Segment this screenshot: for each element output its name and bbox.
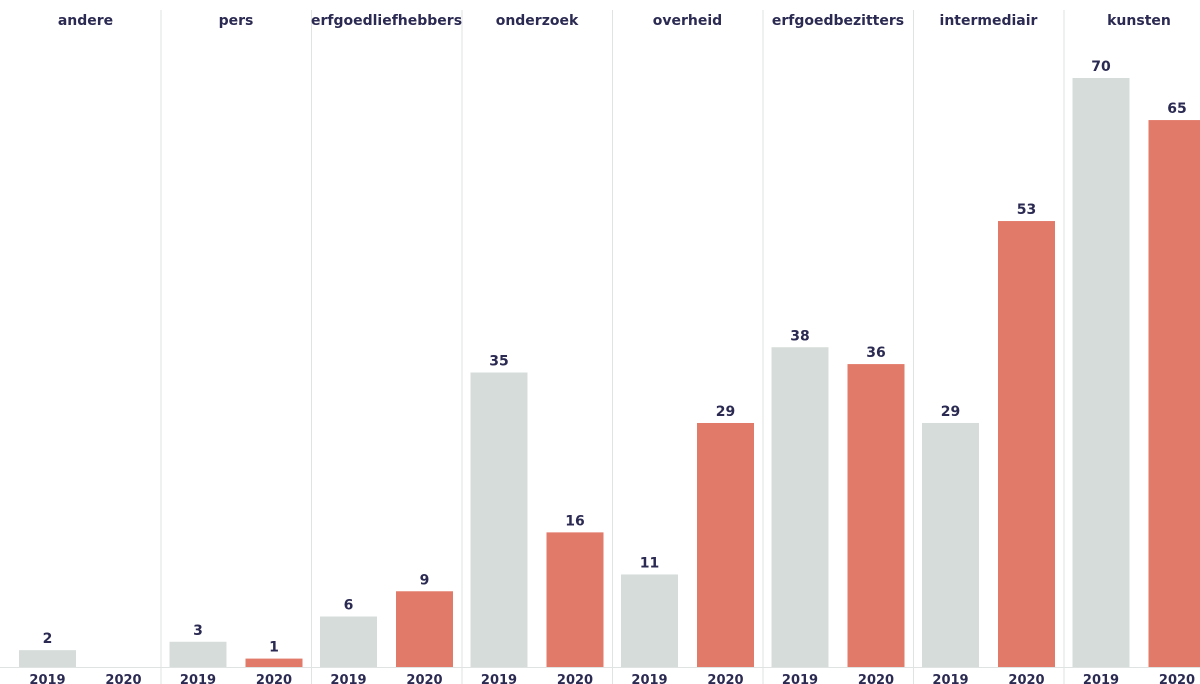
value-label-intermediair-2020: 53 <box>1017 202 1036 218</box>
value-label-pers-2020: 1 <box>269 640 279 656</box>
group-title-kunsten: kunsten <box>1107 13 1171 29</box>
bar-erfgoedliefhebbers-2020 <box>396 591 453 667</box>
tick-label-onderzoek-2020: 2020 <box>557 673 593 684</box>
tick-label-erfgoedbezitters-2019: 2019 <box>782 673 818 684</box>
value-label-kunsten-2020: 65 <box>1167 101 1186 117</box>
tick-label-erfgoedliefhebbers-2019: 2019 <box>330 673 366 684</box>
tick-label-intermediair-2019: 2019 <box>932 673 968 684</box>
tick-label-intermediair-2020: 2020 <box>1008 673 1044 684</box>
value-label-erfgoedliefhebbers-2019: 6 <box>344 598 354 614</box>
value-label-pers-2019: 3 <box>193 623 203 639</box>
group-title-intermediair: intermediair <box>940 13 1038 29</box>
tick-label-andere-2019: 2019 <box>29 673 65 684</box>
bar-erfgoedliefhebbers-2019 <box>320 616 377 667</box>
tick-label-kunsten-2019: 2019 <box>1083 673 1119 684</box>
tick-label-pers-2019: 2019 <box>180 673 216 684</box>
bar-andere-2019 <box>19 650 76 667</box>
value-label-intermediair-2019: 29 <box>941 404 960 420</box>
bar-kunsten-2019 <box>1072 78 1130 667</box>
group-dividers <box>0 10 1200 684</box>
tick-label-overheid-2019: 2019 <box>631 673 667 684</box>
tick-label-overheid-2020: 2020 <box>707 673 743 684</box>
bar-erfgoedbezitters-2019 <box>771 347 829 667</box>
group-title-overheid: overheid <box>653 13 722 29</box>
value-label-erfgoedbezitters-2019: 38 <box>790 328 809 344</box>
value-label-erfgoedliefhebbers-2020: 9 <box>420 572 430 588</box>
bar-pers-2020 <box>245 658 303 667</box>
bar-kunsten-2020 <box>1148 120 1200 668</box>
bar-onderzoek-2020 <box>546 532 604 667</box>
value-label-erfgoedbezitters-2020: 36 <box>866 345 885 361</box>
value-label-kunsten-2019: 70 <box>1091 59 1111 75</box>
value-label-overheid-2019: 11 <box>640 555 659 571</box>
group-titles: andere pers erfgoedliefhebbers onderzoek ove… <box>58 13 1171 29</box>
bar-pers-2019 <box>169 641 227 667</box>
group-title-andere: andere <box>58 13 113 29</box>
bar-overheid-2019 <box>621 574 678 667</box>
value-label-onderzoek-2019: 35 <box>489 354 508 370</box>
bar-erfgoedbezitters-2020 <box>847 364 905 667</box>
tick-label-erfgoedliefhebbers-2020: 2020 <box>406 673 442 684</box>
tick-label-erfgoedbezitters-2020: 2020 <box>858 673 894 684</box>
value-label-andere-2019: 2 <box>43 631 53 647</box>
group-title-erfgoedliefhebbers: erfgoedliefhebbers <box>311 13 462 29</box>
group-title-onderzoek: onderzoek <box>496 13 579 29</box>
value-label-onderzoek-2020: 16 <box>565 513 584 529</box>
bar-overheid-2020 <box>697 422 754 667</box>
value-label-overheid-2020: 29 <box>716 404 735 420</box>
bars <box>19 78 1200 668</box>
tick-label-andere-2020: 2020 <box>105 673 141 684</box>
x-tick-labels: 2019 2020 2019 2020 2019 2020 2019 2020 2019 2020… <box>29 673 1195 684</box>
group-title-pers: pers <box>219 13 254 29</box>
tick-label-pers-2020: 2020 <box>256 673 292 684</box>
tick-label-onderzoek-2019: 2019 <box>481 673 517 684</box>
bar-intermediair-2020 <box>998 221 1055 668</box>
group-title-erfgoedbezitters: erfgoedbezitters <box>772 13 904 29</box>
tick-label-kunsten-2020: 2020 <box>1159 673 1195 684</box>
bar-onderzoek-2019 <box>470 372 528 667</box>
bar-intermediair-2019 <box>922 422 979 667</box>
